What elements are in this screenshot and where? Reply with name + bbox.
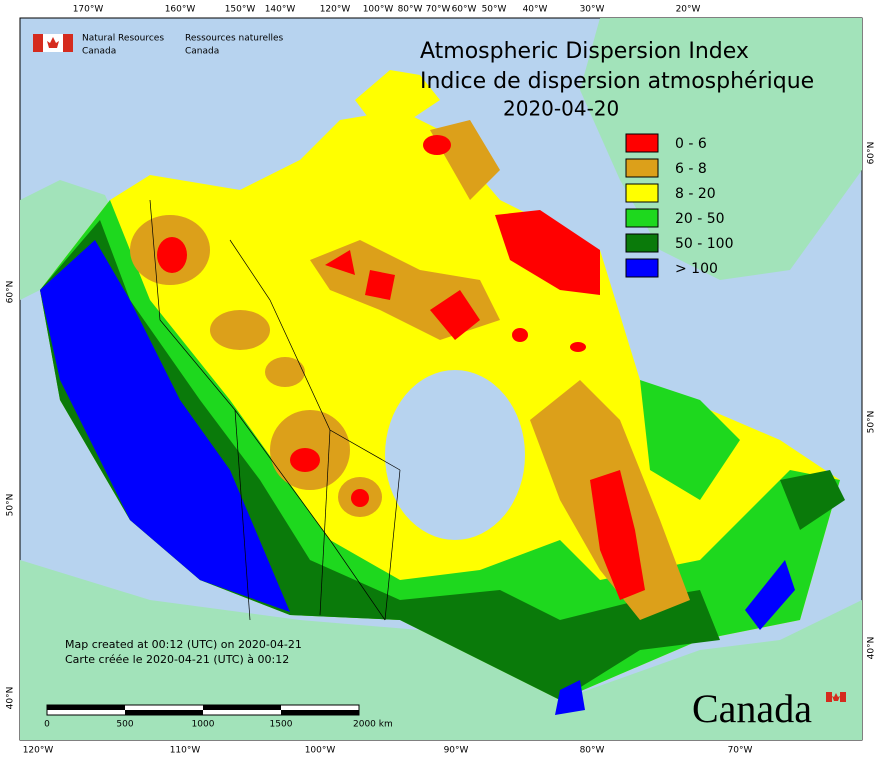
longitude-label: 100°W [305,746,336,756]
agency-fr: Ressources naturelles [185,34,284,44]
longitude-label: 40°W [523,5,548,15]
legend-swatch [625,133,659,153]
scale-label: 2000 km [353,720,393,730]
longitude-label: 170°W [73,5,104,15]
legend-swatch [625,233,659,253]
legend-label: 6 - 8 [675,161,707,177]
longitude-label: 150°W [225,5,256,15]
title: Atmospheric Dispersion Index [420,39,749,64]
canada-flag [826,692,846,702]
graticule-labels: 170°W 160°W 150°W 140°W 120°W 100°W 80°W 70°W 60… [6,5,877,756]
credit: Map created at 00:12 (UTC) on 2020-04-21 [65,638,302,651]
longitude-label: 120°W [320,5,351,15]
wordmark: Canada [692,686,812,731]
latitude-label: 60°N [867,142,877,165]
legend-label: 8 - 20 [675,186,716,202]
longitude-label: 70°W [728,746,753,756]
title: Indice de dispersion atmosphérique [420,69,814,94]
nrcan-flag [33,34,73,52]
longitude-label: 90°W [444,746,469,756]
hudson-bay [385,370,525,540]
longitude-label: 120°W [23,746,54,756]
legend-label: 50 - 100 [675,236,734,252]
latitude-label: 50°N [6,494,16,517]
legend-label: 0 - 6 [675,136,707,152]
longitude-label: 160°W [165,5,196,15]
longitude-label: 50°W [482,5,507,15]
longitude-label: 80°W [580,746,605,756]
credit: Carte créée le 2020-04-21 (UTC) à 00:12 [65,653,289,666]
latitude-label: 40°N [6,687,16,710]
legend: 0 - 6 6 - 8 8 - 20 20 - 50 50 - 100 > 100 [625,133,734,278]
scale-bar [46,704,360,716]
longitude-label: 30°W [580,5,605,15]
legend-swatch [625,158,659,178]
longitude-label: 110°W [170,746,201,756]
agency-en: Canada [82,47,116,57]
longitude-label: 140°W [265,5,296,15]
date: 2020-04-20 [503,97,619,121]
legend-swatch [625,208,659,228]
longitude-label: 100°W [363,5,394,15]
agency-en: Natural Resources [82,34,164,44]
scale-label: 1000 [192,720,215,730]
longitude-label: 70°W [426,5,451,15]
latitude-label: 40°N [867,637,877,660]
province-borders [149,199,401,621]
arctic-islands [240,70,620,380]
latitude-label: 60°N [6,281,16,304]
scale-label: 0 [44,720,50,730]
scale-label: 500 [116,720,133,730]
legend-swatch [625,183,659,203]
longitude-label: 80°W [398,5,423,15]
agency-fr: Canada [185,47,219,57]
scale-labels: 0 500 1000 1500 2000 km [44,720,393,730]
legend-swatch [625,258,659,278]
legend-label: > 100 [675,261,718,277]
longitude-label: 20°W [676,5,701,15]
legend-label: 20 - 50 [675,211,725,227]
longitude-label: 60°W [452,5,477,15]
scale-label: 1500 [270,720,293,730]
latitude-label: 50°N [867,411,877,434]
